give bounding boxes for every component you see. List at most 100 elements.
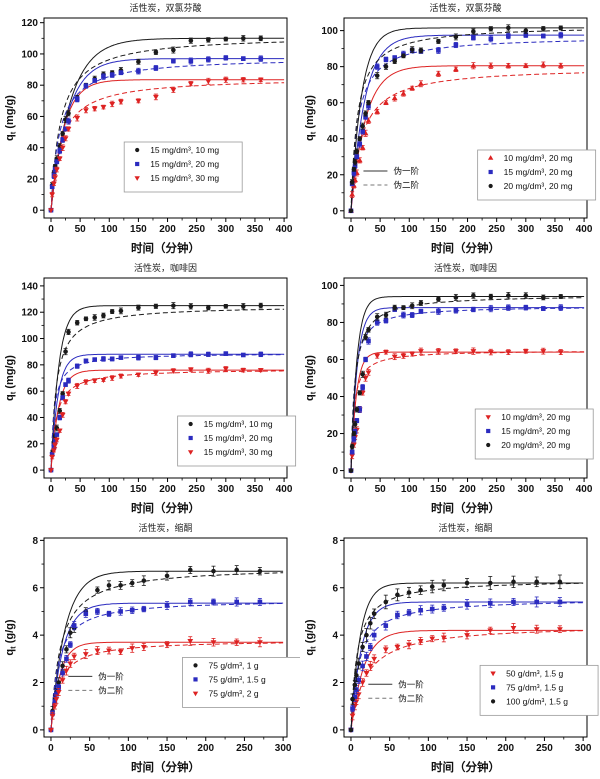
marker-legend: 75 g/dm³, 1 g 75 g/dm³, 1.5 g 75 g/dm³, 2 … — [182, 656, 301, 708]
y-axis-label: qt (mg/g) — [304, 95, 318, 141]
y-axis-label: qt (g/g) — [4, 619, 18, 655]
svg-text:40: 40 — [27, 413, 39, 424]
svg-text:300: 300 — [575, 743, 592, 754]
series-2-points — [48, 76, 264, 214]
svg-text:50: 50 — [375, 484, 387, 495]
svg-text:60: 60 — [27, 112, 39, 123]
svg-text:150: 150 — [430, 224, 447, 235]
series-2-points — [48, 366, 264, 474]
axes: 0 50 100 150 200 250 300 350 400 0 20 40 60 80 100 120 1… — [21, 277, 293, 495]
svg-text:80: 80 — [27, 360, 39, 371]
x-axis-label: 时间（分钟） — [431, 760, 500, 774]
svg-text:0: 0 — [348, 743, 354, 754]
svg-text:250: 250 — [188, 224, 205, 235]
svg-text:100: 100 — [101, 224, 118, 235]
svg-text:120: 120 — [21, 308, 38, 319]
svg-text:0: 0 — [332, 466, 338, 477]
svg-text:4: 4 — [32, 631, 38, 642]
svg-text:0: 0 — [332, 725, 338, 736]
svg-text:300: 300 — [275, 743, 292, 754]
svg-text:50: 50 — [75, 484, 87, 495]
x-axis-label: 时间（分钟） — [131, 241, 200, 255]
svg-text:250: 250 — [488, 484, 505, 495]
svg-text:伪一阶: 伪一阶 — [98, 671, 124, 681]
svg-text:100: 100 — [101, 484, 118, 495]
series-2-points — [348, 574, 563, 733]
svg-text:15 mg/dm³, 20 mg: 15 mg/dm³, 20 mg — [204, 433, 273, 443]
series-2-points — [348, 24, 564, 214]
svg-text:75 g/dm³, 2 g: 75 g/dm³, 2 g — [209, 688, 259, 698]
subplot-diclofenac-concentration: 活性炭，双氯芬酸 0 50 100 150 200 250 300 350 400 0 20 40 60 8… — [300, 0, 600, 260]
svg-text:300: 300 — [517, 484, 534, 495]
svg-text:80: 80 — [327, 62, 339, 73]
svg-text:40: 40 — [327, 134, 339, 145]
subplot-diclofenac-mass: 活性炭，双氯芬酸 0 50 100 150 200 250 300 350 400 0 20 40 60 8… — [0, 0, 300, 260]
svg-text:200: 200 — [197, 743, 214, 754]
series-1-points — [48, 55, 264, 213]
svg-text:100: 100 — [120, 743, 137, 754]
svg-text:80: 80 — [327, 318, 339, 329]
svg-text:150: 150 — [130, 224, 147, 235]
chart-canvas-ketal-concentration-series: 活性炭，缩酮 0 50 100 150 200 250 300 0 2 4 6 8 时间（分钟） qt (g… — [300, 520, 600, 779]
svg-text:150: 150 — [130, 484, 147, 495]
svg-text:100: 100 — [21, 49, 38, 60]
svg-text:0: 0 — [48, 484, 54, 495]
svg-text:350: 350 — [247, 484, 264, 495]
svg-text:200: 200 — [159, 224, 176, 235]
series-1-points — [348, 596, 563, 733]
y-axis-label: qt (g/g) — [304, 619, 318, 655]
svg-text:300: 300 — [217, 484, 234, 495]
svg-text:100: 100 — [21, 334, 38, 345]
svg-text:250: 250 — [236, 743, 253, 754]
axes: 0 50 100 150 200 250 300 0 2 4 6 8 — [32, 536, 291, 754]
svg-text:50: 50 — [84, 743, 96, 754]
svg-text:2: 2 — [332, 678, 338, 689]
series-0-points — [348, 623, 563, 733]
svg-text:60: 60 — [327, 98, 339, 109]
svg-text:350: 350 — [547, 224, 564, 235]
svg-text:4: 4 — [332, 631, 338, 642]
svg-text:0: 0 — [348, 224, 354, 235]
svg-text:0: 0 — [32, 206, 38, 217]
svg-text:15 mg/dm³, 20 mg: 15 mg/dm³, 20 mg — [501, 426, 570, 436]
svg-text:0: 0 — [32, 466, 38, 477]
svg-text:20: 20 — [327, 429, 339, 440]
svg-text:伪二阶: 伪二阶 — [98, 685, 124, 695]
svg-text:60: 60 — [27, 387, 39, 398]
chart-title: 活性炭，咖啡因 — [434, 262, 497, 273]
svg-text:20: 20 — [27, 439, 39, 450]
svg-text:140: 140 — [21, 281, 38, 292]
svg-text:150: 150 — [459, 743, 476, 754]
svg-text:400: 400 — [276, 484, 293, 495]
svg-text:6: 6 — [332, 583, 338, 594]
chart-title: 活性炭，双氯芬酸 — [129, 2, 201, 13]
svg-text:80: 80 — [27, 81, 39, 92]
svg-text:100: 100 — [321, 26, 338, 37]
x-axis-label: 时间（分钟） — [131, 501, 200, 515]
svg-text:120: 120 — [21, 18, 38, 29]
svg-text:15 mg/dm³, 10 mg: 15 mg/dm³, 10 mg — [204, 419, 273, 429]
svg-text:100: 100 — [401, 224, 418, 235]
x-axis-label: 时间（分钟） — [431, 241, 500, 255]
svg-text:10 mg/dm³, 20 mg: 10 mg/dm³, 20 mg — [501, 412, 570, 422]
svg-text:100: 100 — [321, 281, 338, 292]
svg-text:0: 0 — [48, 743, 54, 754]
series-2-points — [348, 291, 564, 473]
svg-text:15 mg/dm³, 30 mg: 15 mg/dm³, 30 mg — [204, 447, 273, 457]
series-1-points — [48, 351, 264, 473]
marker-legend: 10 mg/dm³, 20 mg 15 mg/dm³, 20 mg 20 mg/dm… — [477, 149, 597, 201]
marker-legend: 50 g/dm³, 1.5 g 75 g/dm³, 1.5 g 100 g/dm³,… — [479, 664, 599, 716]
svg-text:250: 250 — [488, 224, 505, 235]
svg-text:350: 350 — [247, 224, 264, 235]
series-2-points — [48, 636, 263, 733]
svg-text:0: 0 — [48, 224, 54, 235]
y-axis-label: qt (mg/g) — [304, 355, 318, 401]
marker-legend: 10 mg/dm³, 20 mg 15 mg/dm³, 20 mg 20 mg/dm… — [474, 408, 594, 460]
svg-text:350: 350 — [547, 484, 564, 495]
chart-canvas-diclofenac-mass-series: 活性炭，双氯芬酸 0 50 100 150 200 250 300 350 400 0 20 40 60 8… — [0, 0, 300, 260]
subplot-caffeine-mass: 活性炭，咖啡因 0 50 100 150 200 250 300 350 400 0 20 40 60 80… — [0, 260, 300, 520]
svg-text:300: 300 — [517, 224, 534, 235]
svg-text:200: 200 — [497, 743, 514, 754]
